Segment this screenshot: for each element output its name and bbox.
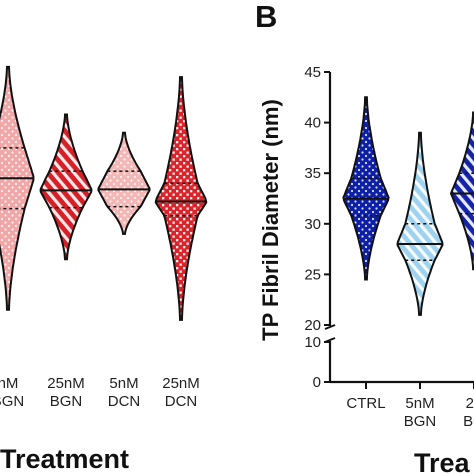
panel-a-category-sublabel-4: DCN <box>165 393 198 410</box>
panel-b-y-tick-label-25: 25 <box>304 266 321 283</box>
panel-b-violin-1 <box>342 96 390 281</box>
panel-a-violin-pattern-1 <box>0 65 35 311</box>
panel-a-violin-2 <box>39 113 93 261</box>
panel-b-axis-break-top <box>324 324 336 330</box>
panel-a-violin-4 <box>154 76 208 321</box>
panel-a-violin-pattern-3 <box>97 131 151 235</box>
panel-b-violin-3 <box>449 111 474 271</box>
panel-a-violin-pattern-4 <box>154 76 208 321</box>
panel-a-violin-3 <box>97 131 151 235</box>
panel-a-category-sublabel-3: DCN <box>108 393 141 410</box>
panel-b-x-axis-title: Trea <box>414 448 471 474</box>
panel-b-category-label-2: 5nM <box>405 395 434 412</box>
panel-a-violin-pattern-2 <box>39 113 93 261</box>
panel-a-category-label-2: 25nM <box>47 375 85 392</box>
panel-a-category-sublabel-1: BGN <box>0 393 24 410</box>
panel-b-y-tick-label-30: 30 <box>304 216 321 233</box>
panel-b-category-label-1: CTRL <box>346 395 385 412</box>
panel-b-y-tick-label-0: 0 <box>313 374 321 391</box>
panel-b-letter: B <box>255 0 277 34</box>
panel-b-y-tick-label-45: 45 <box>304 64 321 81</box>
panel-b-violin-pattern-3 <box>449 111 474 271</box>
panel-b-y-tick-label-40: 40 <box>304 115 321 132</box>
panel-b-category-label-3: 25 <box>466 395 474 412</box>
panel-b-category-sublabel-3: BG <box>463 413 474 430</box>
panel-b-violin-2 <box>396 131 444 316</box>
panel-b-violin-chart: B 20 25 30 35 40 45 0 10 TP Fibril Diameter (nm)… <box>255 0 474 474</box>
panel-b-violin-pattern-1 <box>342 96 390 281</box>
panel-a-category-label-3: 5nM <box>109 375 138 392</box>
panel-b-category-sublabel-2: BGN <box>404 413 437 430</box>
panel-b-y-axis-title: TP Fibril Diameter (nm) <box>258 99 283 341</box>
panel-b-y-tick-label-35: 35 <box>304 165 321 182</box>
panel-b-y-tick-label-10: 10 <box>304 334 321 351</box>
panel-a-violin-chart: nMBGN25nMBGN5nMDCN25nMDCNTreatment <box>0 65 208 474</box>
panel-a-category-sublabel-2: BGN <box>50 393 83 410</box>
panel-a-violin-1 <box>0 65 35 311</box>
panel-a-category-label-1: nM <box>0 375 18 392</box>
panel-a-category-label-4: 25nM <box>162 375 200 392</box>
panel-b-y-tick-label-20: 20 <box>304 317 321 334</box>
panel-a-x-axis-title: Treatment <box>0 444 129 474</box>
